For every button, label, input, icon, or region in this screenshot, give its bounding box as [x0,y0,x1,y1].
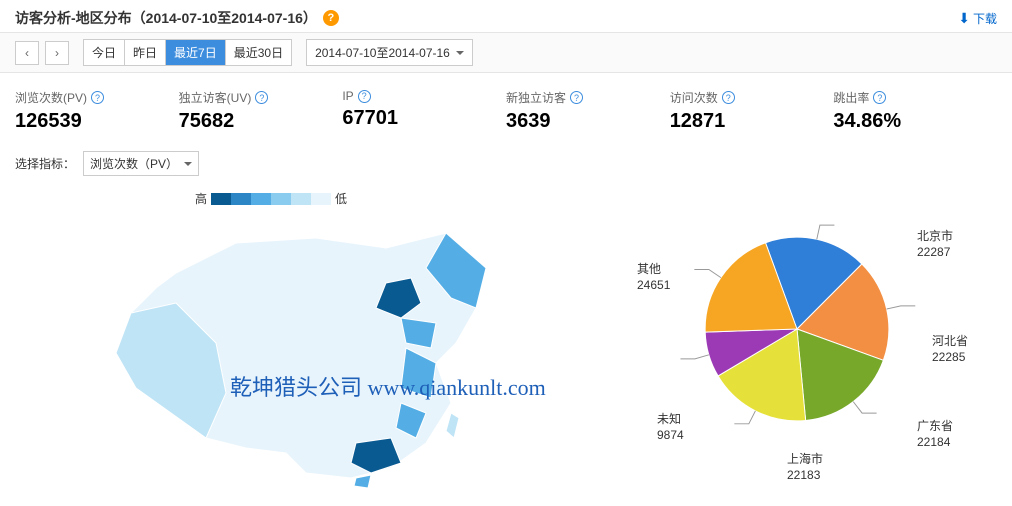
pie-label-5: 其他24651 [637,262,670,293]
china-map [15,213,597,493]
map-legend: 高 低 [195,190,597,207]
date-range-select[interactable]: 2014-07-10至2014-07-16 [306,39,473,66]
metric-5: 跳出率? 34.86% [833,89,997,133]
range-tab-0[interactable]: 今日 [84,40,125,65]
metric-value: 126539 [15,110,179,133]
pie-label-3: 上海市22183 [787,452,823,483]
download-icon: ⬇ [958,10,970,27]
legend-swatch [311,193,331,205]
metric-value: 3639 [506,110,670,133]
metric-help-icon[interactable]: ? [255,91,268,104]
metric-2: IP? 67701 [342,89,506,133]
metric-help-icon[interactable]: ? [358,90,371,103]
metric-value: 75682 [179,110,343,133]
legend-swatch [211,193,231,205]
legend-swatch [291,193,311,205]
legend-low: 低 [335,190,347,207]
pie-label-2: 广东省22184 [917,419,953,450]
legend-high: 高 [195,190,207,207]
pie-label-0: 北京市22287 [917,229,953,260]
range-tab-1[interactable]: 昨日 [125,40,166,65]
pie-leader [817,225,835,239]
map-taiwan [446,413,459,438]
pie-leader [694,270,721,278]
metric-0: 浏览次数(PV)? 126539 [15,89,179,133]
metric-label-text: 新独立访客 [506,89,566,106]
metric-help-icon[interactable]: ? [570,91,583,104]
metric-value: 67701 [342,107,506,130]
metric-selector[interactable]: 浏览次数（PV） [83,151,199,176]
pie-leader [680,355,708,359]
metric-label-text: IP [342,89,353,103]
selector-label: 选择指标： [15,155,75,172]
metric-value: 34.86% [833,110,997,133]
download-label: 下载 [973,10,997,27]
next-button[interactable]: › [45,41,69,65]
metric-help-icon[interactable]: ? [91,91,104,104]
page-title: 访客分析-地区分布（2014-07-10至2014-07-16） [15,8,317,28]
help-icon[interactable]: ? [323,10,339,26]
metric-label-text: 跳出率 [833,89,869,106]
prev-button[interactable]: ‹ [15,41,39,65]
metric-help-icon[interactable]: ? [873,91,886,104]
legend-swatch [231,193,251,205]
pie-label-1: 河北省22285 [932,334,968,365]
metric-1: 独立访客(UV)? 75682 [179,89,343,133]
metric-label-text: 访问次数 [670,89,718,106]
pie-leader [887,306,916,309]
metric-4: 访问次数? 12871 [670,89,834,133]
metric-3: 新独立访客? 3639 [506,89,670,133]
range-tab-2[interactable]: 最近7日 [166,40,226,65]
pie-label-4: 未知9874 [657,412,684,443]
metric-value: 12871 [670,110,834,133]
metric-help-icon[interactable]: ? [722,91,735,104]
metrics-row: 浏览次数(PV)? 126539独立访客(UV)? 75682 IP? 67701新独立… [0,73,1012,143]
legend-swatch [251,193,271,205]
map-shandong [401,318,436,348]
download-link[interactable]: ⬇ 下载 [958,10,997,27]
metric-label-text: 独立访客(UV) [179,89,252,106]
legend-swatch [271,193,291,205]
range-tabs: 今日昨日最近7日最近30日 [83,39,292,66]
metric-label-text: 浏览次数(PV) [15,89,87,106]
range-tab-3[interactable]: 最近30日 [226,40,291,65]
pie-leader [734,411,755,424]
pie-leader [853,402,876,413]
